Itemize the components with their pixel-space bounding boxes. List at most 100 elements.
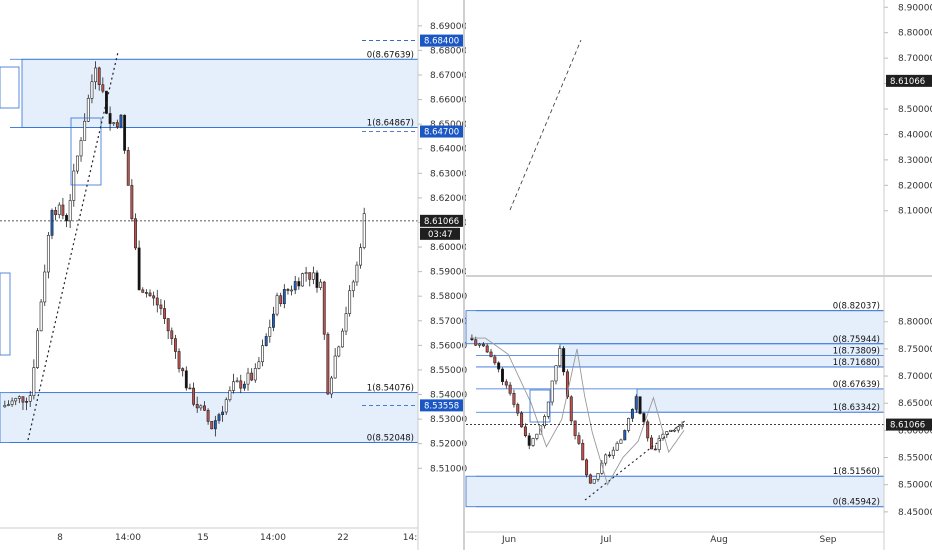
y-tick-label: 8.56000 — [430, 341, 467, 351]
candle-body — [21, 396, 25, 403]
candle-body — [250, 372, 254, 381]
candle-body — [72, 170, 76, 201]
candle-body — [177, 351, 181, 369]
candle-body — [474, 339, 478, 346]
y-axis: 8.69000 8.68000 8.67000 8.66000 8.65000 8.640… — [362, 0, 467, 550]
candle-body — [676, 426, 680, 431]
candle-body — [665, 431, 669, 435]
candle-body — [301, 273, 304, 287]
trendline — [27, 51, 119, 441]
y-tick-label: 8.80000 — [898, 318, 932, 328]
x-tick-label: Sep — [820, 535, 837, 545]
y-tick-label: 8.10000 — [898, 207, 932, 217]
x-axis: Jun Jul Aug Sep — [466, 531, 884, 545]
y-axis: 8.900008.800008.700008.600008.500008.400… — [883, 0, 932, 266]
candle-body — [36, 330, 39, 368]
candle-body — [83, 120, 87, 141]
candle-body — [282, 289, 286, 305]
candle-body — [481, 343, 485, 347]
price-tag — [420, 34, 464, 47]
candle-body — [581, 443, 585, 461]
candle-body — [235, 380, 239, 383]
countdown-label: 03:47 — [428, 230, 453, 240]
candle-body — [592, 479, 596, 484]
candle-body — [585, 459, 589, 476]
candle-body — [10, 400, 14, 405]
candle-body — [596, 473, 600, 480]
plot-area — [466, 0, 884, 270]
drawing-box — [0, 66, 20, 109]
candle-body — [348, 290, 352, 314]
candle-body — [170, 330, 174, 339]
candle-body — [192, 387, 196, 405]
candle-body — [195, 403, 199, 409]
fib-label: 0(8.82037) — [833, 302, 880, 312]
x-tick-label: 22 — [337, 533, 348, 543]
candle-body — [272, 313, 275, 328]
candle-body — [512, 393, 516, 405]
x-tick-label: Jul — [600, 535, 612, 545]
candle-body — [330, 377, 333, 395]
candle-body — [75, 155, 79, 172]
candle-body — [577, 435, 581, 444]
y-tick-label: 8.66000 — [430, 96, 467, 106]
candle-body — [546, 401, 550, 417]
candle-body — [504, 381, 508, 386]
candle-body — [619, 439, 623, 444]
candle-body — [3, 405, 7, 408]
y-tick-label: 8.55000 — [430, 366, 467, 376]
candle-body — [286, 289, 290, 291]
y-tick-label: 8.20000 — [898, 181, 932, 191]
price-tag-label: 8.61066 — [890, 77, 925, 87]
candle-body — [672, 429, 676, 432]
candle-body — [657, 438, 661, 450]
countdown-tag — [420, 227, 460, 240]
candle-body — [531, 438, 535, 446]
candle-body — [516, 404, 520, 414]
trendline — [584, 419, 687, 501]
candle-body — [217, 414, 221, 421]
candle-body — [634, 396, 638, 410]
candle-body — [101, 84, 105, 92]
candle-body — [275, 295, 279, 315]
y-tick-label: 8.67000 — [430, 71, 467, 81]
candle-body — [279, 295, 283, 305]
candle-body — [550, 380, 554, 403]
candle-body — [257, 361, 261, 369]
candle-body — [134, 218, 137, 249]
candle-body — [155, 297, 159, 306]
candle-body — [17, 396, 21, 399]
fib-zone — [21, 58, 419, 128]
y-tick-label: 8.60000 — [430, 243, 467, 253]
y-tick-label: 8.80000 — [898, 29, 932, 39]
y-axis: 8.80000 8.75000 8.70000 8.65000 8.60000 8.550… — [883, 0, 932, 554]
candle-body — [253, 368, 257, 381]
fib-label: 0(8.75944) — [833, 335, 880, 345]
candle-body — [79, 140, 83, 157]
candle-body — [28, 395, 32, 402]
candle-body — [573, 420, 577, 436]
x-tick-label: Jun — [501, 535, 516, 545]
candle-body — [130, 185, 134, 220]
candle-body — [543, 416, 547, 427]
candle-body — [344, 313, 348, 332]
candle-body — [623, 430, 627, 441]
price-tag-label: 8.68400 — [424, 37, 459, 47]
candle-body — [604, 454, 608, 464]
candle-body — [653, 448, 657, 451]
y-tick-label: 8.40000 — [898, 130, 932, 140]
y-tick-label: 8.75000 — [898, 345, 932, 355]
price-tag-label: 8.53558 — [424, 401, 459, 411]
y-tick-label: 8.70000 — [898, 54, 932, 64]
candle-body — [322, 281, 326, 335]
price-tag — [420, 399, 464, 412]
drawing-box — [529, 389, 551, 423]
candle-body — [94, 67, 97, 83]
candle-body — [554, 365, 558, 382]
y-tick-label: 8.53000 — [430, 415, 467, 425]
y-tick-label: 8.68000 — [430, 46, 467, 56]
candle-body — [558, 348, 562, 366]
y-tick-label: 8.50000 — [898, 481, 932, 491]
price-tag-label: 8.61066 — [890, 421, 925, 431]
